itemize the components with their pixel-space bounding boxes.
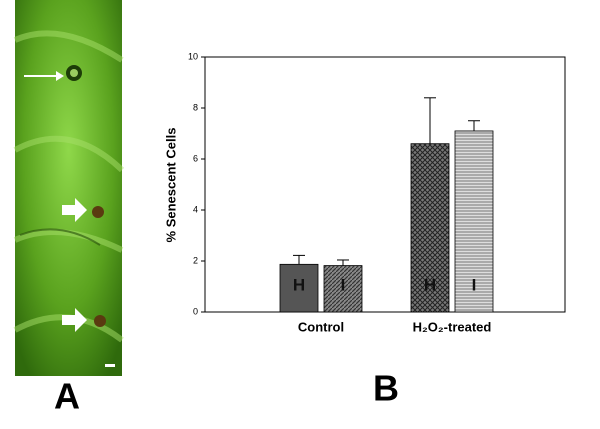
x-tick-label: Control	[298, 319, 344, 334]
micrograph	[13, 0, 125, 376]
plot-frame	[204, 56, 566, 313]
series-label: H	[293, 275, 305, 294]
panel-label: B	[373, 368, 399, 409]
y-tick-label: 10	[188, 51, 198, 61]
y-tick-label: 6	[193, 153, 198, 163]
y-tick-label: 0	[193, 306, 198, 316]
bar	[454, 130, 494, 313]
y-tick-label: 4	[193, 204, 198, 214]
bar	[279, 263, 319, 313]
bar	[323, 265, 363, 313]
series-label: H	[424, 275, 436, 294]
bar	[410, 143, 450, 313]
series-label: I	[472, 275, 477, 294]
panel-label: A	[54, 376, 80, 417]
x-tick-label: H₂O₂-treated	[413, 319, 492, 334]
series-label: I	[341, 275, 346, 294]
y-axis-label: % Senescent Cells	[163, 128, 178, 243]
y-tick-label: 2	[193, 255, 198, 265]
y-tick-label: 8	[193, 102, 198, 112]
